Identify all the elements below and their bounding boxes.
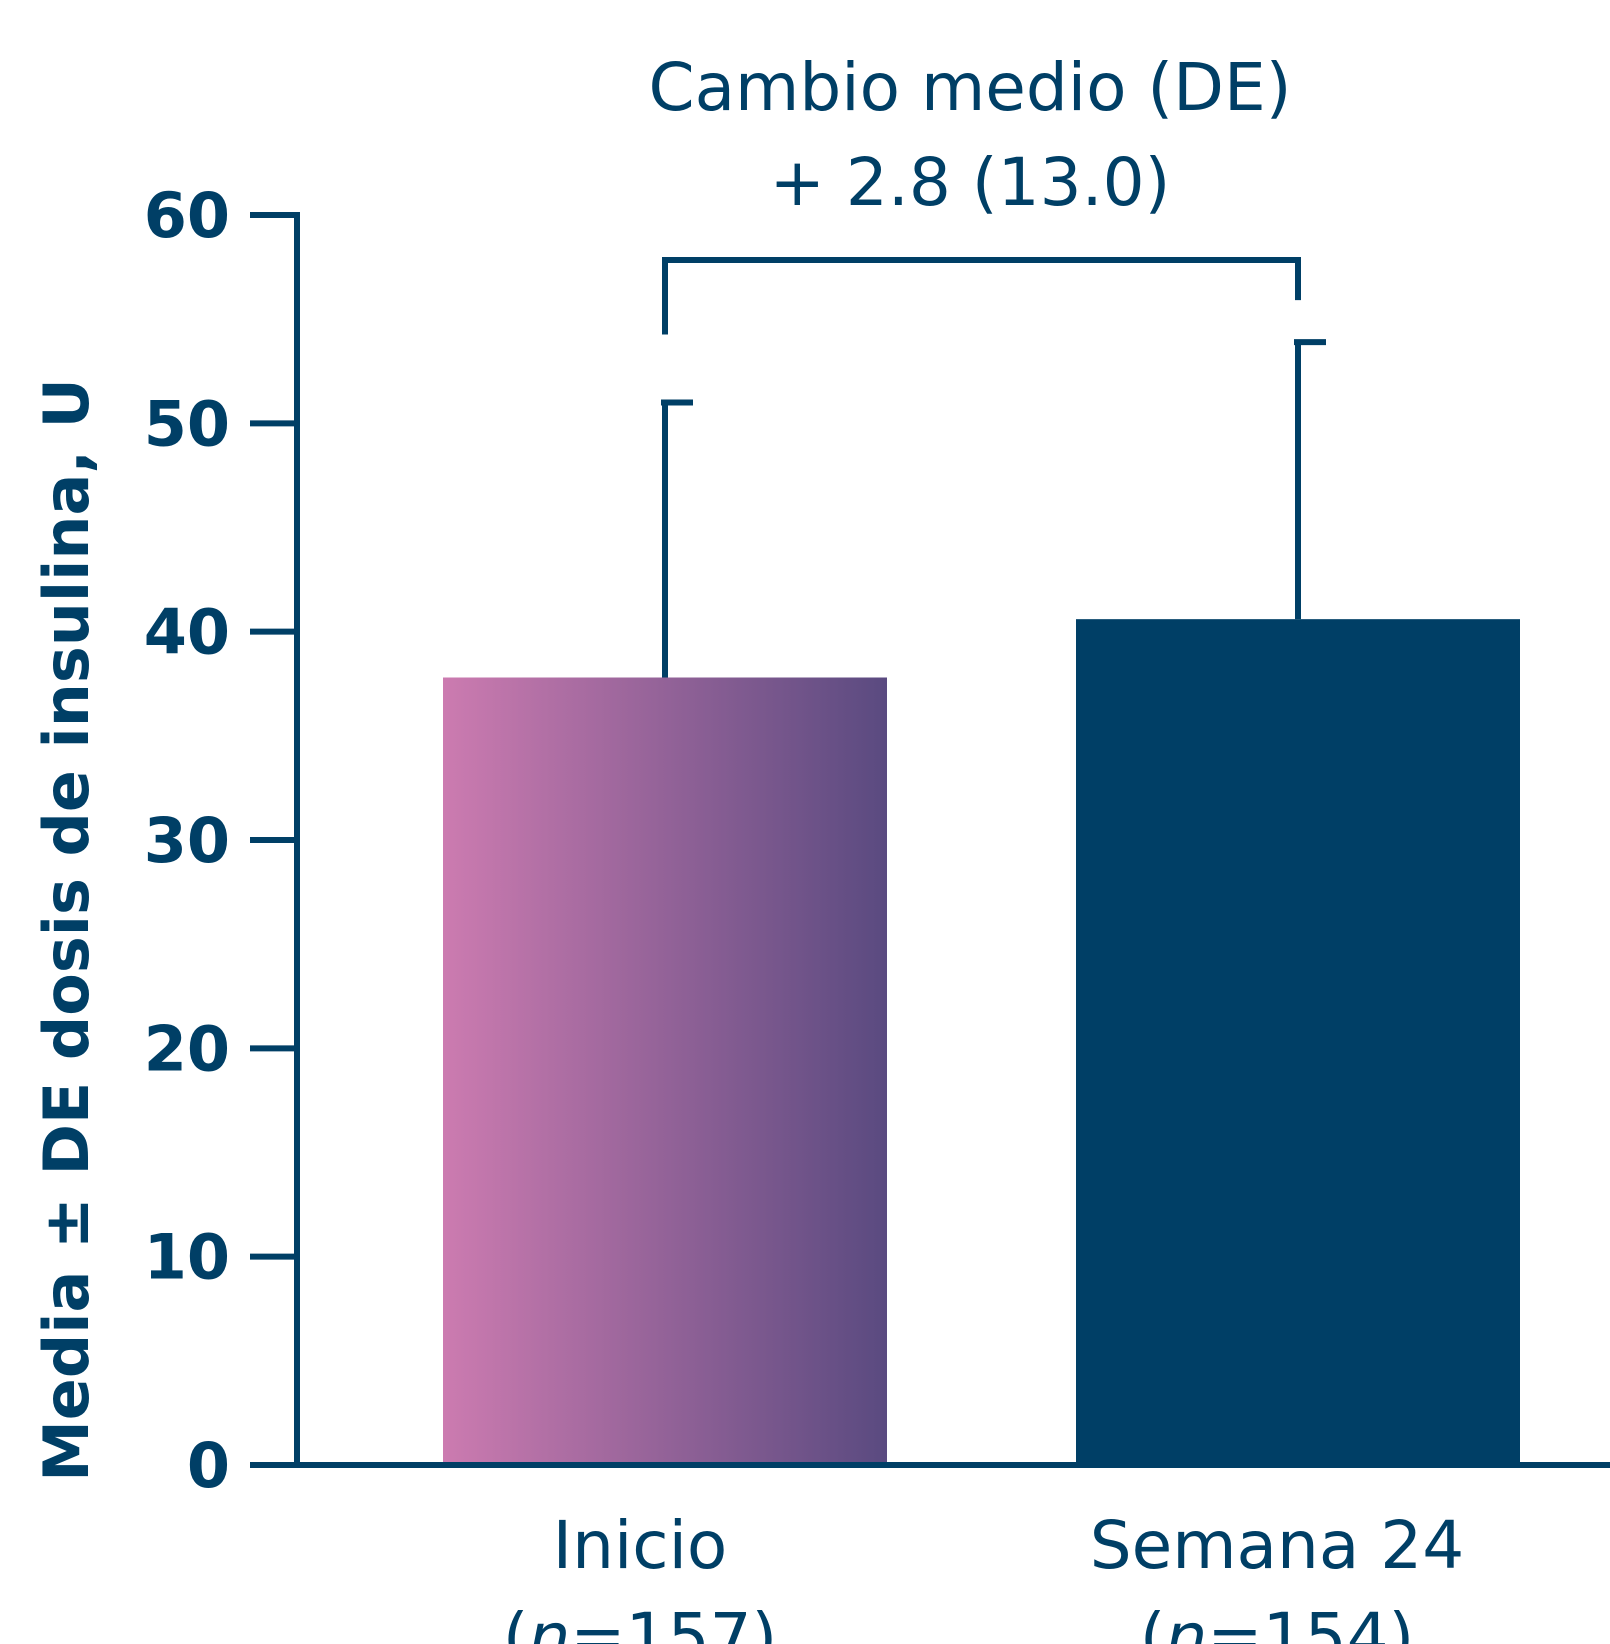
y-tick-label-50: 50 xyxy=(144,387,230,460)
y-tick-label-10: 10 xyxy=(144,1221,230,1294)
x-n-label-0: (n=157) xyxy=(503,1599,778,1644)
x-n-label-1: (n=154) xyxy=(1140,1599,1415,1644)
y-tick-label-40: 40 xyxy=(144,596,230,669)
comparison-bracket xyxy=(662,257,1301,335)
annotation-line2: + 2.8 (13.0) xyxy=(770,144,1171,221)
y-tick-label-30: 30 xyxy=(144,804,230,877)
plot-area: 0 10 20 30 40 50 60 Inicio (n=157) Semana 24 (n=15… xyxy=(144,179,1610,1644)
bar-inicio xyxy=(443,677,887,1465)
y-tick-label-0: 0 xyxy=(187,1429,230,1502)
y-tick-label-60: 60 xyxy=(144,179,230,252)
x-category-label-0: Inicio xyxy=(553,1507,728,1584)
y-axis-title: Media ± DE dosis de insulina, U xyxy=(30,378,103,1482)
bar-semana-24 xyxy=(1076,619,1520,1465)
x-category-label-1: Semana 24 xyxy=(1090,1507,1464,1584)
annotation-line1: Cambio medio (DE) xyxy=(649,49,1292,126)
y-tick-label-20: 20 xyxy=(144,1012,230,1085)
